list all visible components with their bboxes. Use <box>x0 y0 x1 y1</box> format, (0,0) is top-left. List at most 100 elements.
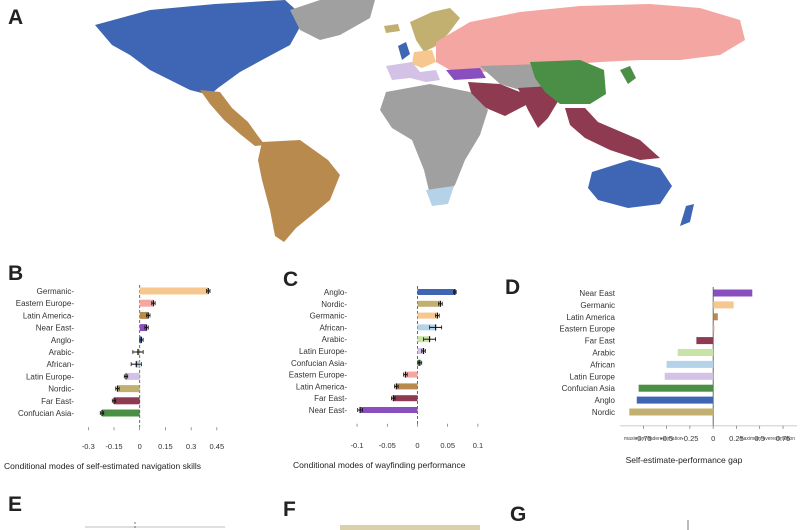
region-mexico-central-america <box>200 90 265 146</box>
x-tick-label: 0.5 <box>755 434 765 443</box>
panel-letter-b: B <box>8 262 24 285</box>
region-anglo-north-america <box>95 0 305 95</box>
x-tick-label: -0.3 <box>82 442 95 451</box>
bar-germanic <box>417 312 438 319</box>
bar-anglo <box>417 289 455 295</box>
category-label: Germanic- <box>37 287 75 296</box>
x-tick-label: 0.45 <box>210 442 225 451</box>
region-japan <box>620 66 636 84</box>
category-label: Near East- <box>36 324 75 333</box>
x-tick-label: 0.15 <box>158 442 173 451</box>
category-label: African- <box>319 323 347 332</box>
bar-confucian-asia <box>102 409 140 417</box>
bar-latin-america <box>139 311 149 319</box>
region-latin-europe <box>386 62 440 82</box>
bar-latin-europe <box>664 372 714 380</box>
bar-nordic <box>629 408 714 416</box>
axis-end-label-min: maximum underestimation <box>624 436 683 442</box>
bar-confucian-asia <box>638 384 714 392</box>
panel-letter-f: F <box>283 498 296 521</box>
panel-letter-a: A <box>8 6 24 29</box>
region-southeast-asia <box>565 108 660 160</box>
bar-arabic <box>677 349 714 356</box>
category-label: Far East- <box>314 394 347 403</box>
category-label: Latin America- <box>296 382 347 391</box>
x-tick-label: -0.25 <box>681 434 698 443</box>
x-tick-label: -0.1 <box>351 441 364 450</box>
x-tick-label: 0.25 <box>729 434 744 443</box>
bar-near-east <box>360 407 418 413</box>
bar-far-east <box>696 337 714 345</box>
bar-latin-europe <box>417 348 424 354</box>
x-tick-label: 0.75 <box>776 434 791 443</box>
bar-latin-europe <box>126 372 140 380</box>
bar-nordic <box>417 300 441 307</box>
category-label: Latin Europe- <box>299 347 347 356</box>
x-tick-label: 0.3 <box>186 442 196 451</box>
x-tick-label: -0.05 <box>379 441 396 450</box>
x-tick-label: 0 <box>711 434 715 443</box>
x-tick-label: 0.1 <box>473 441 483 450</box>
region-iceland <box>384 24 400 33</box>
category-label: Arabic- <box>49 348 75 357</box>
x-tick-label: 0.05 <box>440 441 455 450</box>
category-label: Latin Europe- <box>26 372 74 381</box>
category-label: Nordic- <box>48 385 74 394</box>
x-axis-title: Conditional modes of wayfinding performa… <box>293 460 466 470</box>
region-near-east <box>446 68 486 80</box>
bar-african <box>417 324 436 331</box>
category-label: Near East <box>579 289 615 298</box>
category-label: Far East- <box>41 397 74 406</box>
chart-b-group: Germanic- Eastern Europe- Latin America- Ne… <box>4 285 224 471</box>
x-tick-label: 0 <box>415 441 419 450</box>
panel-letter-g: G <box>510 503 527 526</box>
region-new-zealand <box>680 204 694 226</box>
category-label: Confucian Asia- <box>291 359 347 368</box>
x-tick-label: -0.75 <box>635 434 652 443</box>
category-label: Arabic <box>592 349 615 358</box>
bar-near-east <box>713 289 753 297</box>
bar-germanic <box>713 301 734 309</box>
region-australia <box>588 160 672 208</box>
category-label: Eastern Europe <box>559 325 615 334</box>
category-label: Latin America- <box>23 311 74 320</box>
bar-far-east <box>114 397 140 405</box>
region-eastern-europe <box>436 4 745 72</box>
world-map <box>95 0 745 242</box>
x-axis-title: Self-estimate-performance gap <box>626 455 743 465</box>
region-greenland <box>290 0 375 40</box>
bar-nordic <box>117 385 140 393</box>
bar-eastern-europe <box>405 371 418 378</box>
region-africa <box>380 84 488 200</box>
panel-letter-c: C <box>283 268 299 291</box>
region-nordic <box>410 8 460 52</box>
category-label: Latin Europe <box>570 372 616 381</box>
x-tick-label: -0.5 <box>660 434 673 443</box>
category-label: Nordic <box>592 408 615 417</box>
category-label: Confucian Asia- <box>18 409 74 418</box>
chart-d-group: Near East Germanic Latin America Eastern Eu… <box>559 287 797 465</box>
category-label: Anglo- <box>324 288 347 297</box>
bar-anglo <box>636 396 714 404</box>
region-south-america <box>258 140 340 242</box>
panel-letter-e: E <box>8 493 23 516</box>
bar-far-east <box>393 395 418 402</box>
panel-f-edge <box>340 525 480 530</box>
category-label: Nordic- <box>321 300 347 309</box>
chart-c-group: Anglo- Nordic- Germanic- African- Arabic- Lat… <box>289 286 483 470</box>
region-uk <box>398 42 410 60</box>
bar-germanic <box>139 287 209 295</box>
x-tick-label: 0 <box>138 442 142 451</box>
region-india <box>518 86 560 128</box>
region-china <box>530 60 606 104</box>
category-label: Near East- <box>309 406 348 415</box>
x-tick-label: -0.15 <box>105 442 122 451</box>
category-label: Eastern Europe- <box>16 299 75 308</box>
category-label: African- <box>46 360 74 369</box>
category-label: Confucian Asia <box>562 384 616 393</box>
bar-african <box>666 360 714 368</box>
category-label: Arabic- <box>322 335 348 344</box>
panel-letter-d: D <box>505 276 521 299</box>
bar-latin-america <box>713 313 718 321</box>
